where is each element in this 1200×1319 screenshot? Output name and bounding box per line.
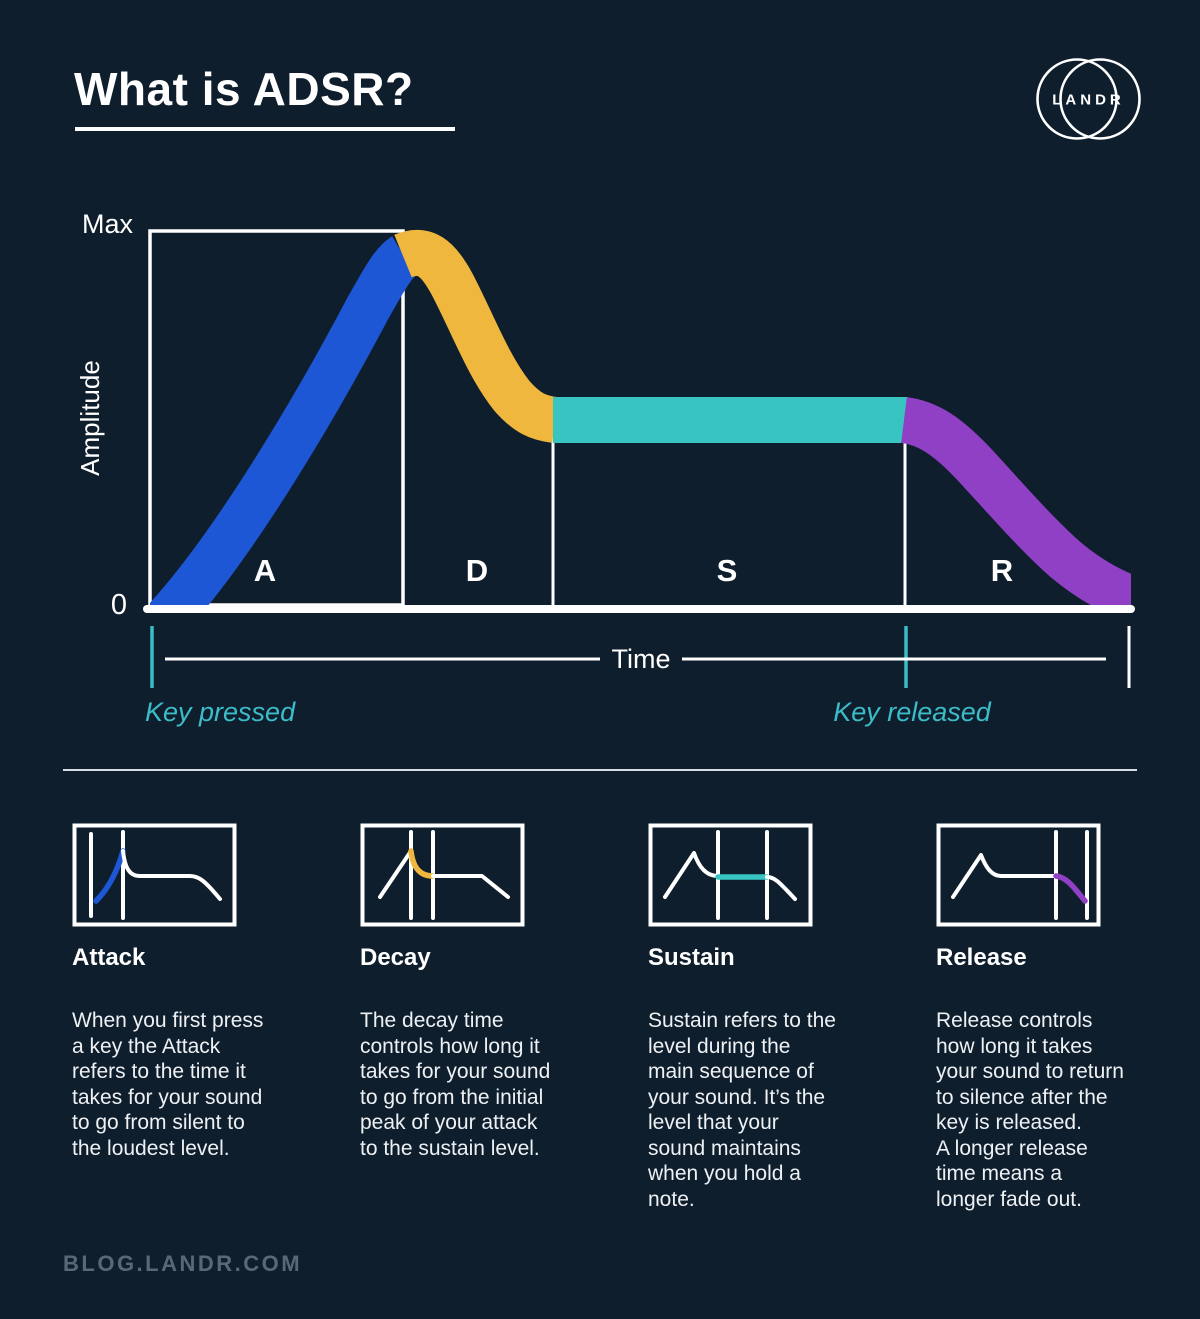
icon-frame bbox=[648, 823, 813, 927]
logo-circle-right bbox=[1059, 58, 1141, 140]
sustain-envelope-icon bbox=[648, 823, 813, 927]
logo-text: LANDR bbox=[1052, 92, 1125, 109]
card-title: Attack bbox=[72, 944, 146, 971]
card-sustain: Sustain Sustain refers to the level duri… bbox=[648, 823, 871, 1212]
page-title: What is ADSR? bbox=[74, 63, 414, 115]
time-axis: Time Key pressed Key released bbox=[145, 626, 1131, 727]
card-description: Sustain refers to the level during the m… bbox=[648, 1009, 836, 1211]
card-title: Decay bbox=[360, 944, 431, 971]
y-zero-label: 0 bbox=[111, 589, 127, 621]
card-attack: Attack When you first press a key the At… bbox=[72, 823, 295, 1212]
decay-envelope-icon bbox=[360, 823, 525, 927]
icon-release-segment bbox=[1053, 873, 1088, 904]
icon-envelope-rest bbox=[765, 875, 797, 901]
section-letters: A D S R bbox=[254, 553, 1013, 588]
icon-envelope-rest bbox=[121, 849, 222, 901]
card-title: Sustain bbox=[648, 944, 735, 971]
card-decay: Decay The decay time controls how long i… bbox=[360, 823, 583, 1212]
icon-attack-segment bbox=[93, 848, 126, 904]
attack-curve bbox=[150, 236, 418, 606]
adsr-envelope-chart: Max 0 Amplitude A D S R Time Key pressed… bbox=[75, 209, 1135, 727]
landr-logo: LANDR bbox=[1036, 58, 1141, 140]
y-max-label: Max bbox=[82, 209, 134, 239]
envelope-ribbon bbox=[150, 230, 1131, 606]
icon-envelope-rest bbox=[431, 874, 510, 899]
time-label: Time bbox=[612, 644, 671, 674]
section-letter-sustain: S bbox=[717, 553, 738, 588]
release-curve bbox=[900, 397, 1131, 606]
card-description: The decay time controls how long it take… bbox=[360, 1009, 551, 1160]
key-pressed-label: Key pressed bbox=[145, 697, 296, 727]
icon-envelope-rest bbox=[951, 853, 1058, 899]
amplitude-axis-label: Amplitude bbox=[75, 360, 105, 476]
decay-curve bbox=[394, 230, 559, 443]
icon-frame bbox=[936, 823, 1101, 927]
y-axis-labels: Max 0 Amplitude bbox=[75, 209, 133, 621]
icon-envelope-rest bbox=[663, 851, 720, 899]
card-release: Release Release controls how long it tak… bbox=[936, 823, 1159, 1212]
attack-envelope-icon bbox=[72, 823, 237, 927]
card-description: Release controls how long it takes your … bbox=[936, 1009, 1124, 1211]
icon-frame bbox=[360, 823, 525, 927]
definition-cards: Attack When you first press a key the At… bbox=[72, 823, 1159, 1212]
card-description: When you first press a key the Attack re… bbox=[72, 1009, 264, 1160]
icon-decay-segment bbox=[408, 848, 436, 879]
release-envelope-icon bbox=[936, 823, 1101, 927]
content-divider bbox=[63, 769, 1137, 771]
key-released-label: Key released bbox=[833, 697, 992, 727]
title-underline bbox=[75, 127, 455, 131]
logo-circle-left bbox=[1036, 58, 1118, 140]
card-title: Release bbox=[936, 944, 1027, 971]
icon-frame bbox=[72, 823, 237, 927]
footer-url: BLOG.LANDR.COM bbox=[63, 1251, 303, 1276]
section-letter-decay: D bbox=[466, 553, 488, 588]
section-letter-release: R bbox=[991, 553, 1013, 588]
header: What is ADSR? LANDR bbox=[0, 0, 1200, 170]
section-letter-attack: A bbox=[254, 553, 276, 588]
icon-envelope-rest bbox=[378, 849, 413, 899]
